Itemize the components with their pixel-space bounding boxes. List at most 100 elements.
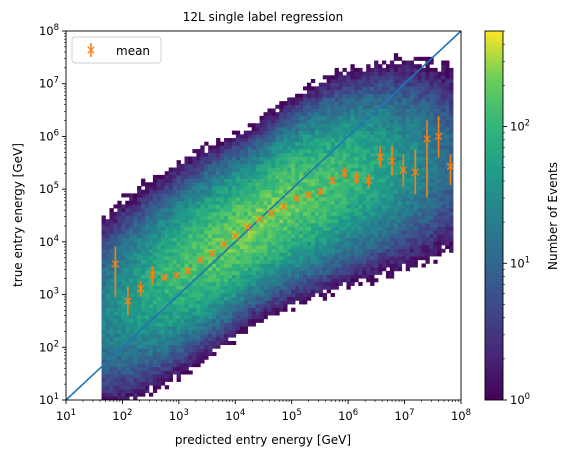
heatmap-cell (366, 189, 371, 194)
heatmap-cell (137, 307, 142, 312)
heatmap-cell (176, 237, 181, 242)
heatmap-cell (314, 134, 320, 139)
heatmap-cell (188, 296, 193, 301)
heatmap-cell (212, 245, 217, 250)
heatmap-cell (417, 56, 422, 61)
heatmap-cell (224, 174, 229, 179)
heatmap-cell (338, 115, 343, 120)
heatmap-cell (314, 215, 320, 220)
heatmap-cell (314, 145, 320, 150)
heatmap-cell (322, 200, 328, 205)
heatmap-cell (291, 130, 296, 135)
heatmap-cell (137, 248, 142, 253)
heatmap-cell (405, 115, 410, 120)
heatmap-cell (164, 171, 170, 176)
heatmap-cell (350, 281, 355, 286)
heatmap-cell (239, 167, 245, 172)
heatmap-cell (148, 233, 154, 238)
heatmap-cell (275, 252, 280, 257)
heatmap-cell (168, 189, 173, 194)
heatmap-cell (310, 289, 316, 294)
heatmap-cell (243, 197, 249, 202)
heatmap-cell (220, 337, 225, 342)
heatmap-cell (299, 149, 304, 154)
heatmap-cell (366, 256, 371, 261)
heatmap-cell (374, 126, 379, 131)
heatmap-cell (101, 344, 106, 349)
heatmap-cell (354, 222, 359, 227)
heatmap-cell (212, 174, 217, 179)
heatmap-cell (433, 211, 438, 216)
heatmap-cell (271, 174, 276, 179)
heatmap-cell (397, 230, 403, 235)
heatmap-cell (212, 152, 217, 157)
heatmap-cell (117, 219, 122, 224)
heatmap-cell (216, 248, 221, 253)
heatmap-cell (291, 115, 296, 120)
heatmap-cell (208, 296, 213, 301)
heatmap-cell (247, 304, 252, 309)
heatmap-cell (247, 141, 252, 146)
heatmap-cell (382, 145, 387, 150)
heatmap-cell (318, 174, 324, 179)
heatmap-cell (271, 138, 276, 143)
heatmap-cell (366, 156, 371, 161)
heatmap-cell (417, 208, 422, 213)
heatmap-cell (172, 281, 177, 286)
heatmap-cell (231, 145, 237, 150)
heatmap-cell (204, 178, 209, 183)
heatmap-cell (184, 211, 189, 216)
heatmap-cell (433, 222, 438, 227)
heatmap-cell (310, 285, 316, 290)
heatmap-cell (267, 267, 272, 272)
heatmap-cell (330, 171, 335, 176)
heatmap-cell (164, 300, 170, 305)
heatmap-cell (397, 75, 403, 80)
heatmap-cell (137, 355, 142, 360)
heatmap-cell (212, 270, 217, 275)
heatmap-cell (259, 304, 264, 309)
heatmap-cell (326, 208, 331, 213)
heatmap-cell (358, 174, 363, 179)
heatmap-cell (279, 108, 284, 113)
heatmap-cell (168, 340, 173, 345)
heatmap-cell (382, 174, 387, 179)
heatmap-cell (271, 123, 276, 128)
heatmap-cell (389, 182, 395, 187)
heatmap-cell (358, 171, 363, 176)
heatmap-cell (172, 215, 177, 220)
heatmap-cell (425, 86, 430, 91)
heatmap-cell (366, 82, 371, 87)
heatmap-cell (449, 237, 454, 242)
heatmap-cell (105, 285, 110, 290)
heatmap-cell (164, 174, 170, 179)
heatmap-cell (322, 274, 328, 279)
heatmap-cell (204, 326, 209, 331)
heatmap-cell (152, 226, 158, 231)
heatmap-cell (239, 304, 245, 309)
heatmap-cell (397, 156, 403, 161)
heatmap-cell (441, 138, 446, 143)
heatmap-cell (176, 289, 181, 294)
heatmap-cell (346, 256, 351, 261)
heatmap-cell (117, 226, 122, 231)
heatmap-cell (322, 108, 328, 113)
heatmap-cell (366, 211, 371, 216)
heatmap-cell (133, 348, 138, 353)
heatmap-cell (445, 185, 450, 191)
heatmap-cell (200, 307, 205, 312)
heatmap-cell (160, 178, 166, 183)
heatmap-cell (172, 219, 177, 224)
heatmap-cell (239, 134, 245, 139)
heatmap-cell (231, 307, 237, 312)
heatmap-cell (271, 252, 276, 257)
heatmap-cell (382, 71, 387, 76)
heatmap-cell (338, 222, 343, 227)
heatmap-cell (192, 197, 197, 202)
heatmap-cell (374, 97, 379, 102)
heatmap-cell (310, 263, 316, 268)
heatmap-cell (168, 333, 173, 338)
heatmap-cell (306, 252, 312, 257)
heatmap-cell (121, 256, 126, 261)
heatmap-cell (117, 252, 122, 257)
